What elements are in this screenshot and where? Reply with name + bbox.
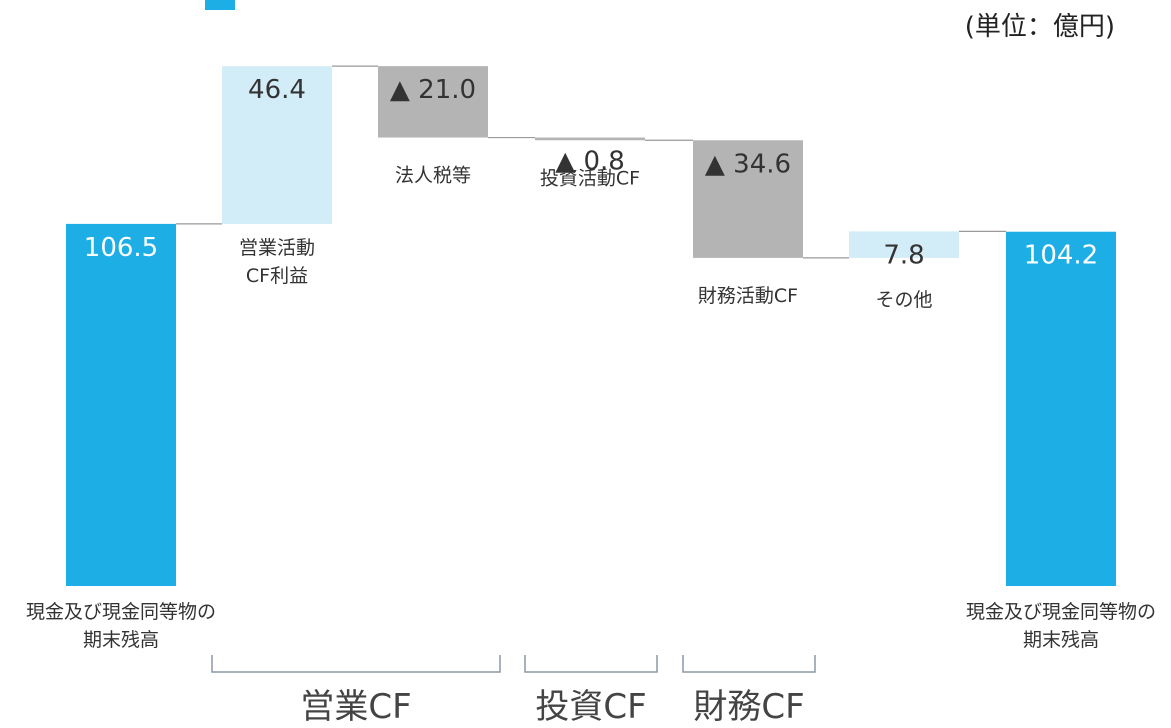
category-label: 現金及び現金同等物の xyxy=(966,601,1156,623)
category-label: 期末残高 xyxy=(1023,629,1099,651)
value-label: 106.5 xyxy=(84,233,158,263)
category-label: CF利益 xyxy=(246,265,308,287)
category-label: 投資活動CF xyxy=(540,167,640,189)
value-label: ▲ 0.8 xyxy=(555,147,625,177)
unit-label: (単位：億円) xyxy=(964,12,1115,42)
category-label: 現金及び現金同等物の xyxy=(26,601,216,623)
group-bracket xyxy=(682,655,816,673)
value-label: 104.2 xyxy=(1024,241,1098,271)
value-label: ▲ 34.6 xyxy=(705,149,791,179)
group-label: 投資CF xyxy=(535,687,646,727)
group-label: 財務CF xyxy=(693,687,804,727)
value-label: ▲ 21.0 xyxy=(390,75,476,105)
value-label: 46.4 xyxy=(248,75,306,105)
group-label: 営業CF xyxy=(300,687,411,727)
value-label: 7.8 xyxy=(883,240,924,270)
bar-decrease xyxy=(378,66,488,138)
category-label: 財務活動CF xyxy=(698,285,798,307)
group-bracket xyxy=(524,655,658,673)
bar-total xyxy=(66,223,176,586)
bar-total xyxy=(1006,231,1116,586)
category-label: 法人税等 xyxy=(395,165,471,187)
category-label: 期末残高 xyxy=(83,629,159,651)
group-bracket xyxy=(211,655,501,673)
category-label: その他 xyxy=(875,289,932,311)
category-label: 営業活動 xyxy=(239,237,315,259)
bar-increase xyxy=(849,231,959,258)
bar-increase xyxy=(222,66,332,224)
legend-marker xyxy=(205,0,235,10)
bar-decrease xyxy=(693,140,803,258)
bar-decrease xyxy=(535,137,645,141)
